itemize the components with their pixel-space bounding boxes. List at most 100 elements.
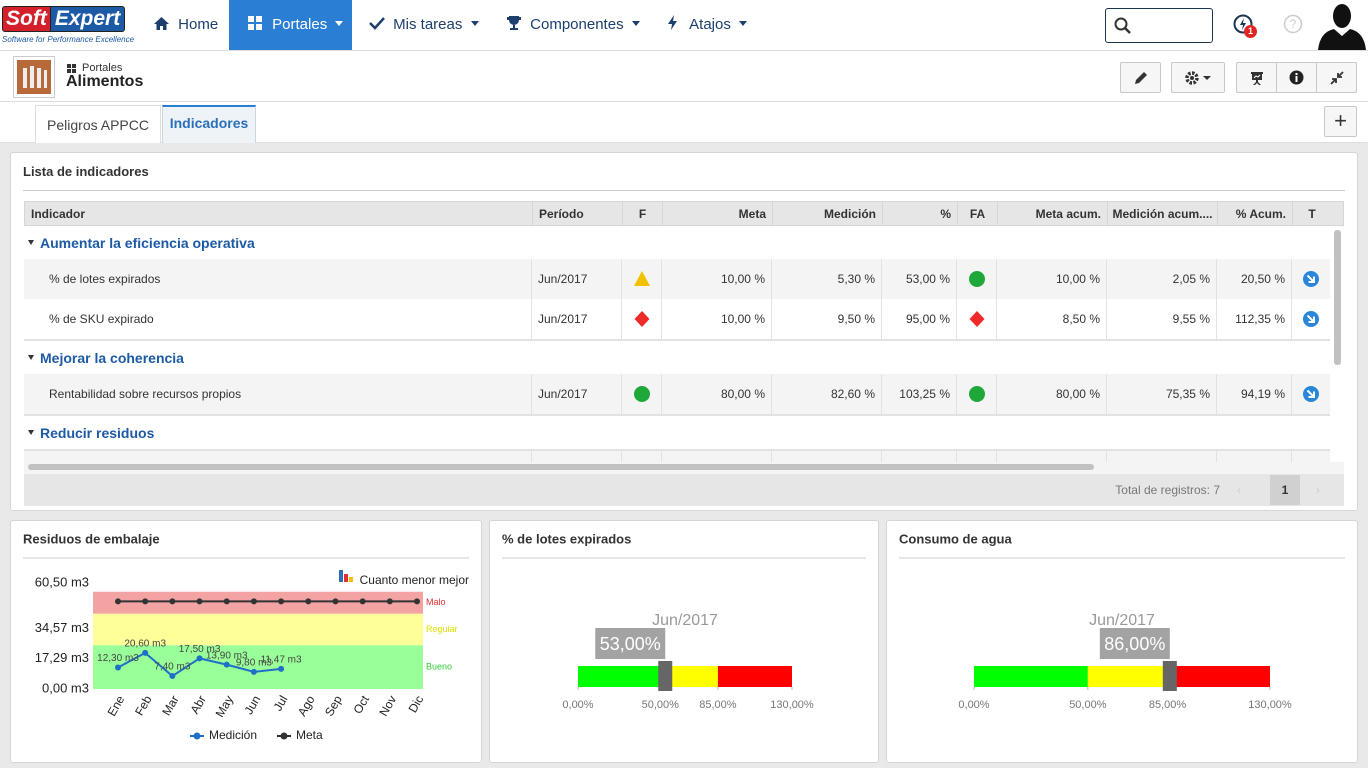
status-icon	[968, 386, 985, 402]
avatar[interactable]	[1316, 0, 1368, 50]
table-cell: 10,00 %	[661, 259, 771, 299]
table-cell	[1291, 259, 1330, 299]
icon-shape	[634, 311, 649, 327]
point	[359, 598, 366, 605]
column-header: Medición acum....	[1107, 202, 1217, 225]
gauge-band	[1167, 666, 1270, 687]
column-header: F	[622, 202, 662, 225]
x-tick-label: Sep	[322, 693, 345, 719]
row-separator	[24, 339, 1330, 341]
horizontal-scrollbar[interactable]	[28, 464, 1094, 470]
caret	[739, 21, 748, 26]
point	[196, 598, 203, 605]
table-cell: 94,19 %	[1216, 374, 1291, 414]
nav-home[interactable]: Home	[153, 0, 218, 50]
data-label: 7,40 m3	[154, 662, 191, 673]
page-number[interactable]: 1	[1270, 475, 1300, 505]
icon-shape	[1283, 14, 1303, 34]
caret	[28, 355, 34, 360]
brand-left: Soft	[2, 6, 51, 32]
nav-atajos[interactable]: Atajos	[667, 0, 748, 50]
status-icon	[633, 386, 650, 402]
settings-button[interactable]	[1171, 62, 1225, 93]
collapse-button[interactable]	[1316, 62, 1357, 93]
prev-page[interactable]: ‹	[1237, 483, 1241, 497]
search-icon	[1114, 17, 1131, 34]
table-cell	[956, 451, 996, 463]
value-box	[595, 628, 666, 659]
value-label: 86,00%	[1104, 634, 1165, 654]
band-label: Malo	[426, 597, 446, 607]
point	[250, 668, 257, 675]
table-cell	[956, 259, 996, 299]
annotation-icon	[339, 570, 343, 582]
icon-shape	[633, 271, 650, 286]
column-header: %	[882, 202, 957, 225]
divider	[23, 190, 1345, 191]
status-icon	[969, 311, 984, 327]
icon-arrow	[1306, 314, 1315, 323]
period: Jun/2017	[652, 612, 718, 629]
table-cell	[1106, 451, 1216, 463]
y-tick-label: 17,29 m3	[35, 650, 89, 665]
next-page[interactable]: ›	[1316, 483, 1320, 497]
table-cell: % de lotes expirados	[49, 272, 161, 286]
table-cell: 53,00 %	[881, 259, 956, 299]
tab-bar: Peligros APPCC Indicadores +	[0, 102, 1368, 143]
chart-title: Consumo de agua	[899, 531, 1012, 546]
table-cell: 10,00 %	[661, 299, 771, 339]
x-tick-label: 0,00%	[958, 699, 989, 711]
group-row: Reducir residuos	[24, 416, 1330, 448]
tab-active[interactable]: Indicadores	[162, 105, 256, 143]
help-icon[interactable]: ?	[1283, 14, 1303, 34]
gauge-band	[578, 666, 661, 687]
tab[interactable]: Peligros APPCC	[35, 105, 161, 143]
table-cell: 2,05 %	[1106, 259, 1216, 299]
table-cell: 103,25 %	[881, 374, 956, 414]
status-icon[interactable]	[1302, 385, 1320, 403]
add-tab-button[interactable]: +	[1324, 106, 1357, 137]
vertical-scrollbar[interactable]	[1334, 230, 1341, 365]
table-cell: 9,55 %	[1106, 299, 1216, 339]
column-header: % Acum.	[1217, 202, 1292, 225]
column-header: Meta	[662, 202, 772, 225]
pencil-icon	[1134, 71, 1147, 84]
nav-componentes[interactable]: Componentes	[506, 0, 641, 50]
nav-tareas[interactable]: Mis tareas	[369, 0, 480, 50]
status-icon[interactable]	[1302, 270, 1320, 288]
legend-marker	[193, 732, 201, 740]
nav-portales[interactable]: Portales	[229, 0, 352, 50]
data-label: 12,30 m3	[97, 653, 139, 664]
gauge-band	[717, 666, 792, 687]
edit-button[interactable]	[1120, 62, 1161, 93]
period: Jun/2017	[1089, 612, 1155, 629]
x-tick-label: Ene	[105, 693, 128, 719]
bolt-icon	[668, 15, 677, 30]
icon-shape	[1240, 18, 1246, 30]
icon-shape	[67, 64, 76, 73]
table-cell: 10,00 %	[996, 259, 1106, 299]
table-cell	[621, 451, 661, 463]
breadcrumb[interactable]: Portales	[82, 62, 123, 74]
table-cell	[956, 374, 996, 414]
brand[interactable]: Soft Expert	[2, 6, 126, 32]
icon-shape	[1134, 71, 1147, 84]
table-cell	[621, 299, 661, 339]
status-icon[interactable]	[1302, 310, 1320, 328]
table-cell	[771, 451, 881, 463]
trophy-icon	[507, 16, 521, 30]
notifications[interactable]: 1	[1233, 14, 1257, 38]
caret	[335, 21, 344, 26]
grid-icon	[248, 16, 262, 30]
chart-title: Residuos de embalaje	[23, 531, 160, 546]
point	[115, 664, 121, 671]
table-cell: Jun/2017	[531, 259, 621, 299]
icon-shape	[248, 16, 262, 30]
point	[278, 598, 285, 605]
data-label: 13,90 m3	[206, 650, 248, 661]
table-cell	[621, 259, 661, 299]
avatar-body	[1318, 29, 1366, 50]
point	[386, 598, 393, 605]
search-box[interactable]	[1105, 8, 1213, 43]
